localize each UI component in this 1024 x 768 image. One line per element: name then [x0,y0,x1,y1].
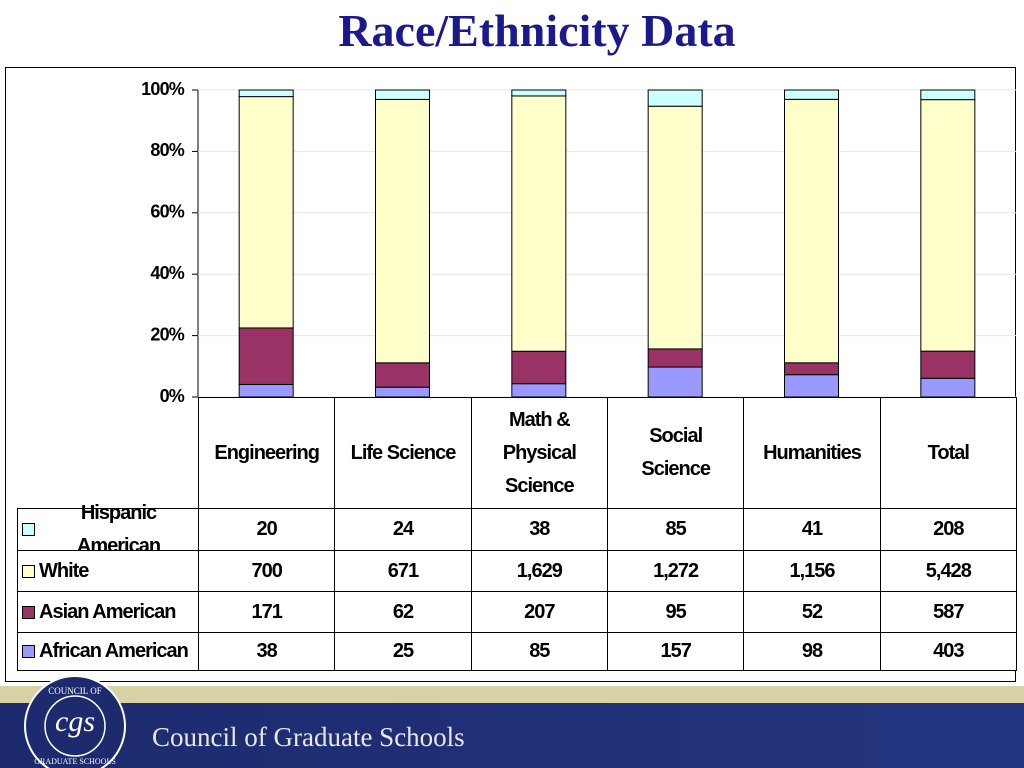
bar-segment [784,374,839,398]
logo-ring [44,695,106,757]
table-value: 52 [743,591,881,633]
logo-bottom: GRADUATE SCHOOLS [34,757,116,766]
column-header: Social Science [607,397,745,509]
bar-segment [511,89,567,97]
slide-title: Race/Ethnicity Data [338,5,736,56]
table-value: 85 [607,508,745,551]
bar-segment [920,99,976,352]
table-value: 1,156 [743,550,881,592]
table-value: 403 [879,632,1017,671]
bar-segment [375,98,430,364]
table-value: 24 [334,508,472,551]
table-value: 20 [198,508,336,551]
legend-swatch [22,523,35,536]
bar-segment [647,366,703,398]
table-value: 171 [198,591,336,633]
legend-label: White [39,559,89,582]
table-value: 587 [879,591,1017,633]
bar-segment [511,95,567,352]
table-value: 700 [198,550,336,592]
bar-segment [647,348,703,368]
y-tick-label: 20% [150,324,184,344]
table-value: 38 [470,508,608,551]
column-header: Math & Physical Science [470,397,608,509]
bar-segment [511,350,567,385]
footer-band [0,703,1024,768]
y-tick-label: 80% [150,140,184,160]
table-value: 62 [334,591,472,633]
legend-swatch [22,645,35,658]
bar-segment [238,327,294,385]
y-tick-label: 0% [160,386,185,406]
bar-segment [375,362,430,388]
table-value: 671 [334,550,472,592]
table-value: 207 [470,591,608,633]
legend-swatch [22,605,35,619]
bar-segment [920,89,976,101]
table-value: 38 [198,632,336,671]
y-tick-label: 40% [150,263,184,283]
column-header: Engineering [198,397,336,509]
bar-segment [238,89,294,98]
table-value: 208 [879,508,1017,551]
chart-frame [5,67,1016,682]
legend-label: African American [39,640,189,662]
legend-cell: Hispanic American [17,502,199,557]
table-value: 1,272 [607,550,745,592]
column-header: Total [879,397,1017,509]
table-value: 5,428 [879,550,1017,592]
column-header: Humanities [743,397,881,509]
legend-swatch [22,564,35,578]
logo-mark: cgs [55,705,95,738]
table-value: 1,629 [470,550,608,592]
bar-segment [784,98,839,364]
y-tick-label: 100% [141,79,185,99]
legend-cell: White [17,550,199,592]
bar-segment [920,377,976,398]
table-value: 98 [743,632,881,671]
bar-segment [784,89,839,100]
column-header: Life Science [334,397,472,509]
bar-segment [647,105,703,350]
table-value: 41 [743,508,881,551]
legend-label: Asian American [39,600,176,623]
bar-segment [511,383,567,398]
table-value: 157 [607,632,745,671]
bar-segment [375,89,430,100]
logo-top: COUNCIL OF [48,686,101,696]
legend-cell: African American [17,632,199,671]
organization-name: Council of Graduate Schools [152,722,465,752]
bar-segment [920,350,976,379]
bar-segment [375,386,430,398]
bar-segment [647,89,703,107]
table-value: 85 [470,632,608,671]
table-value: 25 [334,632,472,671]
bar-segment [784,362,839,376]
y-tick-label: 60% [150,202,184,222]
bar-segment [238,383,294,398]
legend-cell: Asian American [17,591,199,633]
table-value: 95 [607,591,745,633]
bar-segment [238,96,294,329]
logo-circle [24,675,126,768]
